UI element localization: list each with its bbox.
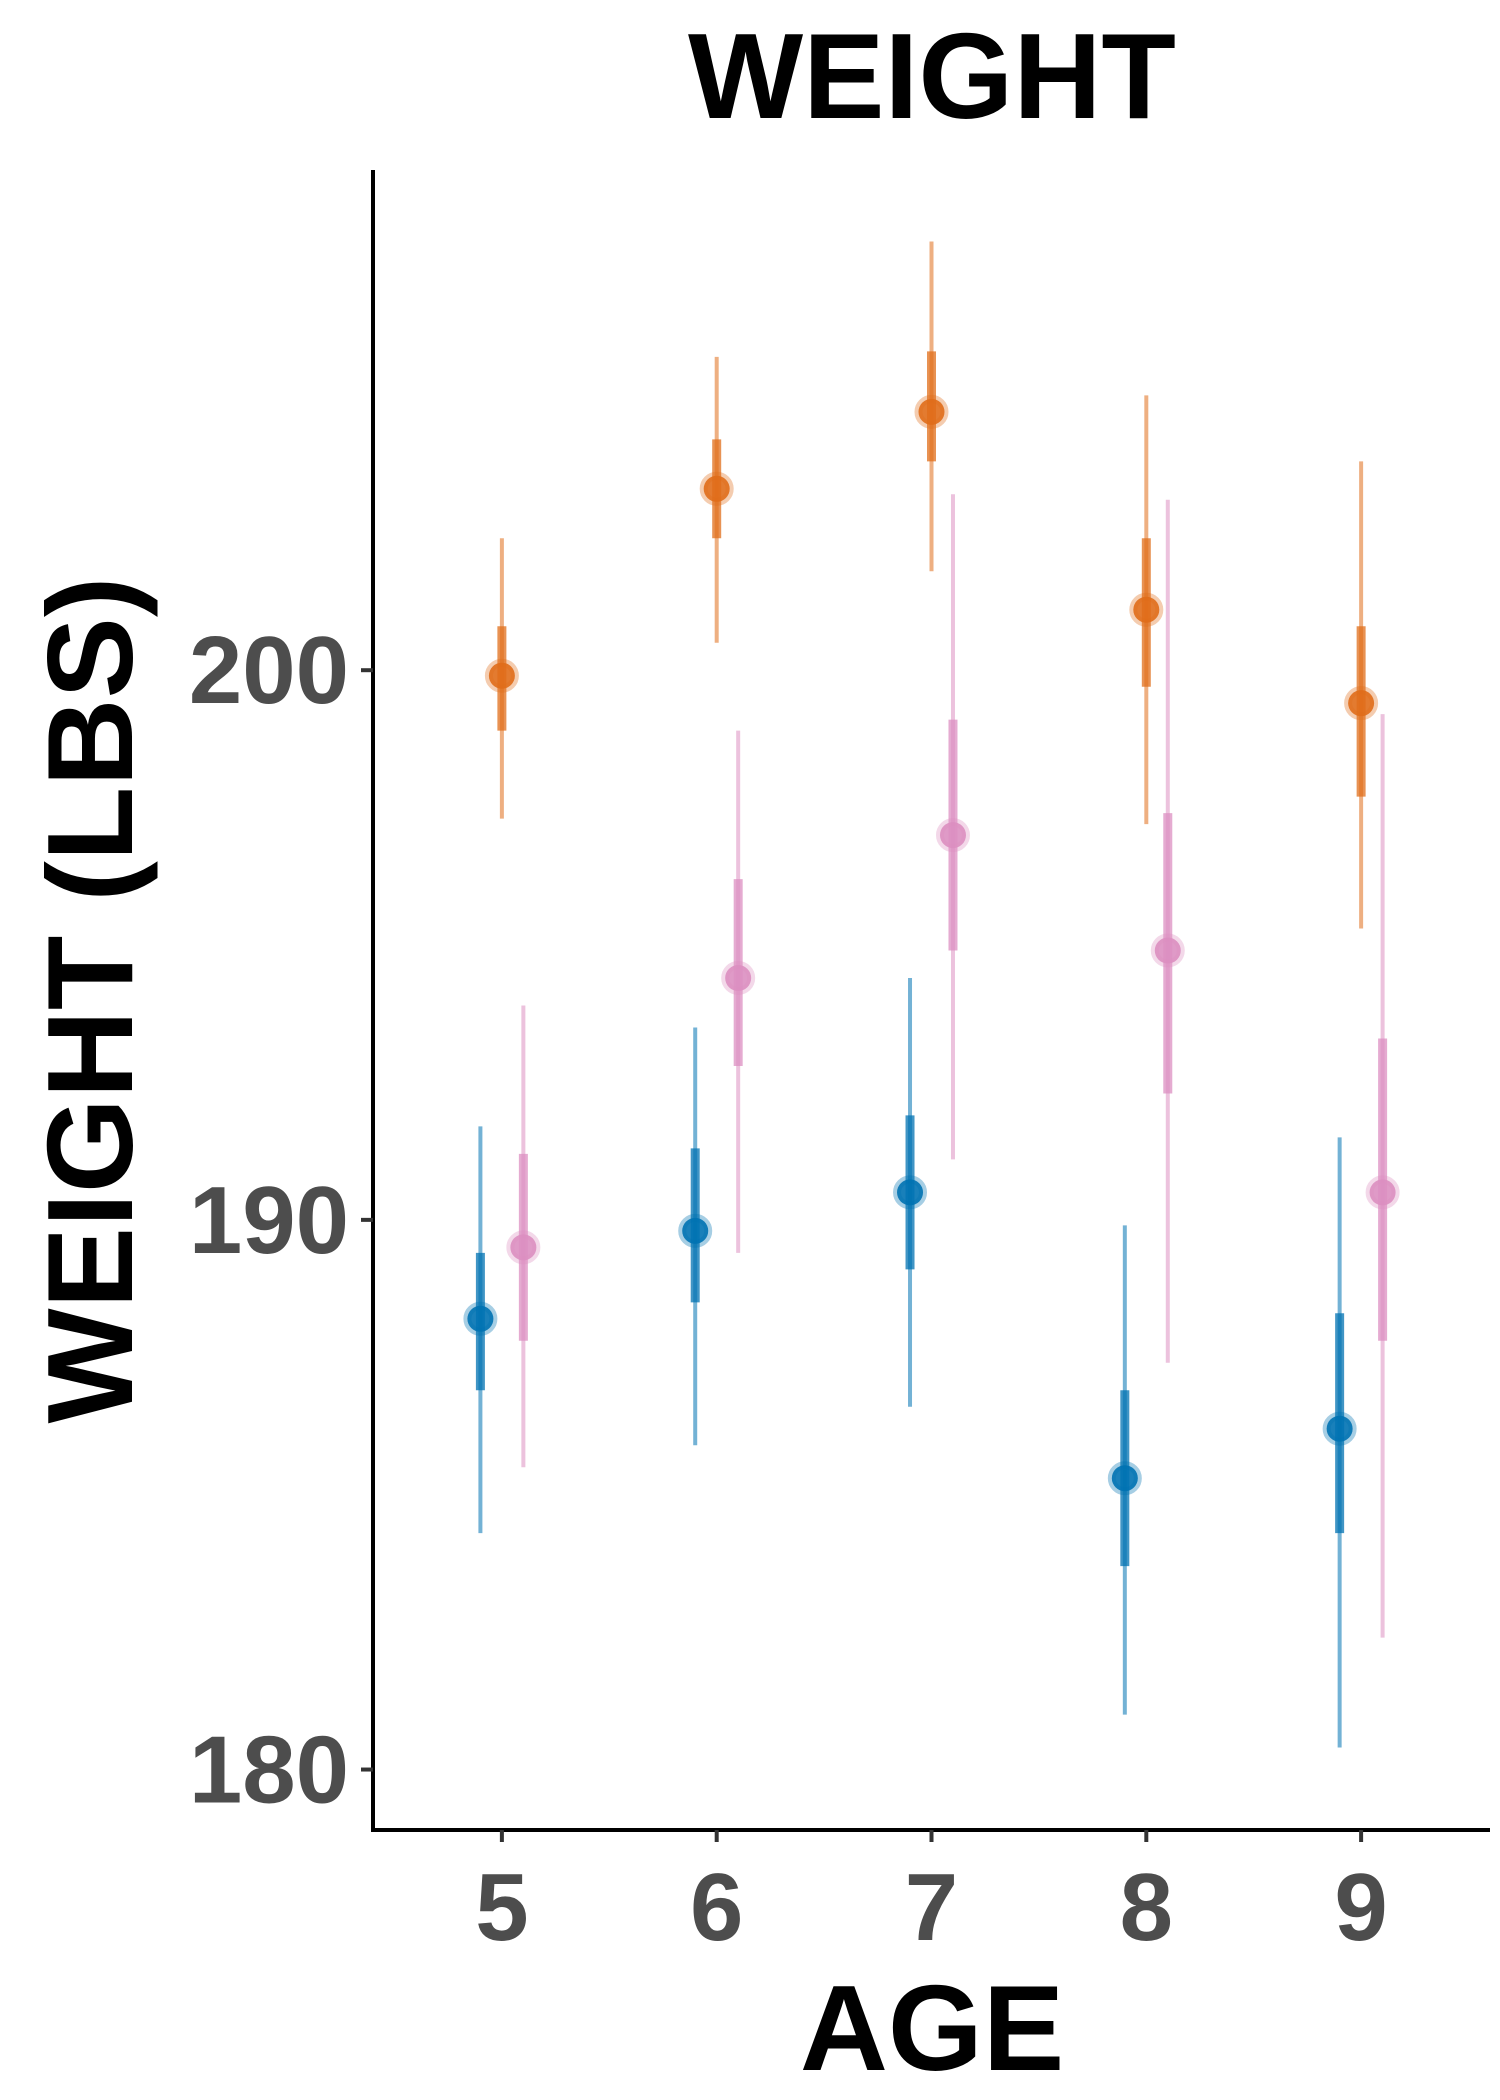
chart-title: WEIGHT [688, 8, 1176, 144]
data-series [463, 978, 1357, 1748]
data-series [506, 494, 1400, 1638]
point-estimate [506, 1230, 541, 1265]
y-axis-label: WEIGHT (LBS) [22, 576, 158, 1423]
x-axis-label: AGE [800, 1960, 1064, 2096]
point-estimate [1344, 686, 1379, 721]
point-estimate [1129, 592, 1164, 627]
y-tick-label: 190 [189, 1167, 349, 1274]
point-estimate [721, 961, 756, 996]
point-estimate [935, 818, 970, 853]
x-tick-label: 7 [905, 1854, 958, 1961]
point-estimate [1150, 933, 1185, 968]
point-estimate [699, 471, 734, 506]
point-estimate [678, 1213, 713, 1248]
x-tick-label: 5 [475, 1854, 528, 1961]
y-tick-label: 200 [189, 617, 349, 724]
point-estimate [1365, 1175, 1400, 1210]
point-estimate [484, 658, 519, 693]
x-tick-label: 6 [690, 1854, 743, 1961]
point-estimate [1322, 1411, 1357, 1446]
data-series [484, 241, 1379, 929]
point-estimate [914, 394, 949, 429]
point-estimate [1107, 1461, 1142, 1496]
data-marks [463, 241, 1400, 1748]
x-axis-ticks: 5 6 7 8 9 [475, 1830, 1388, 1961]
x-tick-label: 9 [1334, 1854, 1387, 1961]
point-estimate [893, 1175, 928, 1210]
x-tick-label: 8 [1120, 1854, 1173, 1961]
y-tick-label: 180 [189, 1717, 349, 1824]
y-axis-ticks: 180 190 200 [189, 617, 373, 1824]
point-estimate [463, 1301, 498, 1336]
